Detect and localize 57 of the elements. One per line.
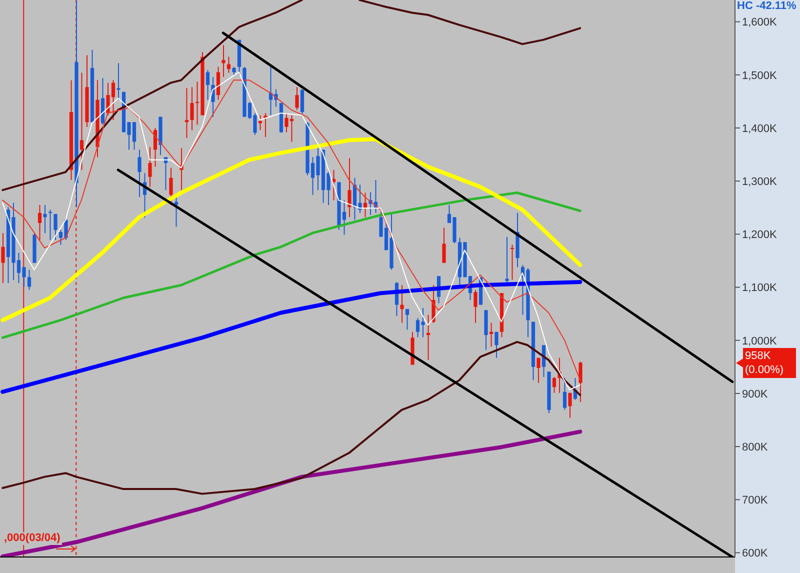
- candlestick: [505, 236, 509, 284]
- candlestick: [494, 331, 498, 358]
- candlestick: [190, 86, 194, 131]
- text: HC -42.11%: [737, 0, 796, 12]
- candlestick: [80, 72, 84, 170]
- candlestick: [442, 227, 446, 264]
- candlestick: [27, 269, 32, 290]
- candlestick: [148, 146, 152, 188]
- candlestick: [400, 284, 404, 324]
- candlestick: [536, 357, 540, 384]
- y-tick-label: 900K: [742, 388, 768, 400]
- candlestick: [216, 66, 220, 100]
- candlestick: [562, 378, 567, 410]
- candlestick: [38, 204, 42, 241]
- candlestick: [222, 44, 226, 78]
- candlestick: [405, 308, 410, 330]
- text: 958K (0.00%): [745, 348, 794, 377]
- line-series: [0, 430, 582, 557]
- candlestick: [578, 361, 582, 402]
- line-series: [358, 0, 582, 46]
- candlestick: [138, 149, 142, 198]
- y-tick-label: 1,600K: [742, 16, 778, 29]
- candlestick: [54, 213, 58, 241]
- y-tick-label: 600K: [742, 548, 768, 560]
- y-tick-label: 1,200K: [742, 229, 778, 242]
- candlestick: [169, 167, 173, 206]
- candlestick: [426, 314, 430, 361]
- candlestick: [552, 376, 556, 394]
- line-series: [2, 0, 303, 192]
- y-tick-label: 1,400K: [742, 122, 778, 135]
- candlestick: [258, 114, 262, 131]
- line-series: [2, 340, 582, 495]
- line-series: [0, 280, 582, 394]
- y-tick-label: 700K: [742, 494, 768, 507]
- candlestick: [184, 88, 189, 139]
- candlestick: [206, 70, 210, 100]
- candlestick: [211, 76, 215, 118]
- candlestick: [474, 289, 478, 324]
- candlestick: [226, 56, 231, 74]
- candlestick: [568, 392, 572, 418]
- candlestick: [116, 62, 120, 100]
- annotation: ,000(03/04): [2, 532, 62, 545]
- line-series: [0, 137, 582, 322]
- candlestick: [348, 158, 352, 218]
- y-tick-label: 800K: [742, 441, 768, 454]
- candlestick: [295, 86, 299, 110]
- candlestick: [300, 89, 304, 118]
- line-series: [1, 191, 582, 339]
- y-tick-label: 1,100K: [742, 282, 778, 294]
- candlestick: [510, 244, 514, 280]
- candlestick: [1, 232, 5, 284]
- candlestick: [43, 204, 47, 234]
- candlestick: [489, 322, 494, 348]
- y-tick-label: 1,500K: [742, 70, 778, 82]
- candlestick: [48, 209, 52, 241]
- y-tick-label: 1,300K: [742, 176, 778, 188]
- y-tick-label: 1,000K: [742, 335, 778, 348]
